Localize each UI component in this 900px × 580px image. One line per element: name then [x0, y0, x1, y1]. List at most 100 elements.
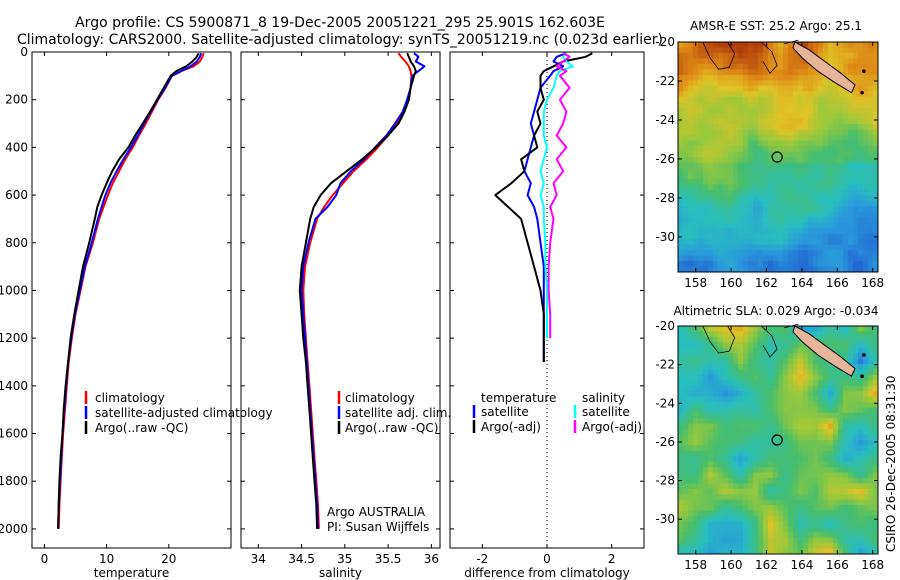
map-cell	[708, 516, 714, 522]
map-cell	[768, 450, 774, 457]
map-cell	[813, 244, 819, 251]
map-cell	[783, 548, 789, 555]
map-cell	[738, 178, 744, 185]
map-cell	[823, 96, 829, 103]
map-cell	[763, 189, 769, 196]
map-cell	[788, 412, 794, 419]
map-cell	[833, 42, 839, 48]
map-cell	[868, 358, 874, 365]
map-cell	[778, 244, 784, 251]
map-cell	[823, 74, 829, 81]
map-cell	[858, 331, 864, 338]
map-cell	[728, 472, 734, 479]
map-cell	[778, 85, 784, 92]
map-cell	[843, 423, 849, 430]
map-cell	[683, 537, 689, 544]
map-cell	[813, 91, 819, 98]
map-cell	[688, 402, 694, 408]
map-cell	[743, 331, 749, 338]
map-cell	[683, 488, 689, 495]
map-cell	[838, 532, 844, 539]
map-cell	[708, 157, 714, 163]
map-cell	[693, 402, 699, 408]
map-cell	[678, 374, 684, 381]
map-cell	[788, 418, 794, 425]
map-cell	[698, 157, 704, 163]
map-cell	[813, 184, 819, 191]
map-cell	[768, 222, 774, 229]
map-cell	[818, 402, 824, 408]
map-cell	[828, 250, 834, 256]
map-cell	[758, 124, 764, 131]
map-cell	[683, 391, 689, 397]
map-cell	[873, 331, 879, 338]
map-cell	[818, 374, 824, 381]
map-cell	[698, 369, 704, 376]
map-cell	[703, 472, 709, 479]
map-cell	[828, 102, 834, 109]
map-cell	[833, 52, 839, 59]
map-cell	[868, 429, 874, 435]
map-cell	[703, 69, 709, 76]
map-cell	[793, 478, 799, 484]
map-cell	[778, 532, 784, 539]
map-cell	[848, 358, 854, 365]
map-cell	[798, 456, 804, 463]
legend-label: satellite adj. clim.	[345, 406, 451, 420]
map-cell	[778, 499, 784, 506]
map-cell	[803, 140, 809, 147]
map-cell	[748, 434, 754, 441]
map-cell	[838, 200, 844, 207]
map-cell	[748, 483, 754, 490]
legend-label: climatology	[345, 391, 415, 405]
y-tick-label: -30	[655, 230, 675, 244]
map-cell	[703, 217, 709, 224]
map-cell	[778, 516, 784, 522]
map-cell	[858, 178, 864, 185]
map-cell	[713, 331, 719, 338]
map-cell	[803, 521, 809, 528]
map-cell	[708, 124, 714, 131]
map-cell	[788, 228, 794, 235]
map-cell	[788, 107, 794, 114]
map-cell	[753, 85, 759, 92]
map-cell	[678, 353, 684, 359]
map-cell	[858, 74, 864, 81]
map-cell	[863, 510, 869, 517]
map-cell	[798, 96, 804, 103]
map-cell	[803, 543, 809, 549]
map-cell	[858, 206, 864, 213]
map-cell	[768, 167, 774, 174]
map-cell	[778, 129, 784, 136]
map-cell	[738, 407, 744, 414]
map-cell	[748, 402, 754, 408]
map-cell	[833, 184, 839, 191]
map-cell	[738, 532, 744, 539]
map-cell	[733, 364, 739, 370]
map-cell	[718, 505, 724, 511]
map-cell	[683, 173, 689, 180]
map-cell	[718, 255, 724, 262]
map-cell	[808, 374, 814, 381]
map-cell	[803, 244, 809, 251]
map-cell	[763, 429, 769, 435]
map-cell	[808, 140, 814, 147]
map-cell	[718, 151, 724, 158]
map-cell	[768, 358, 774, 365]
map-cell	[678, 445, 684, 452]
map-cell	[803, 211, 809, 218]
map-cell	[728, 532, 734, 539]
map-cell	[788, 135, 794, 141]
map-cell	[753, 52, 759, 59]
map-cell	[823, 483, 829, 490]
map-cell	[808, 347, 814, 354]
map-cell	[858, 91, 864, 98]
map-cell	[828, 499, 834, 506]
map-cell	[703, 85, 709, 92]
map-cell	[718, 58, 724, 65]
map-cell	[698, 326, 704, 332]
map-cell	[788, 113, 794, 120]
map-cell	[748, 167, 754, 174]
map-cell	[848, 157, 854, 163]
